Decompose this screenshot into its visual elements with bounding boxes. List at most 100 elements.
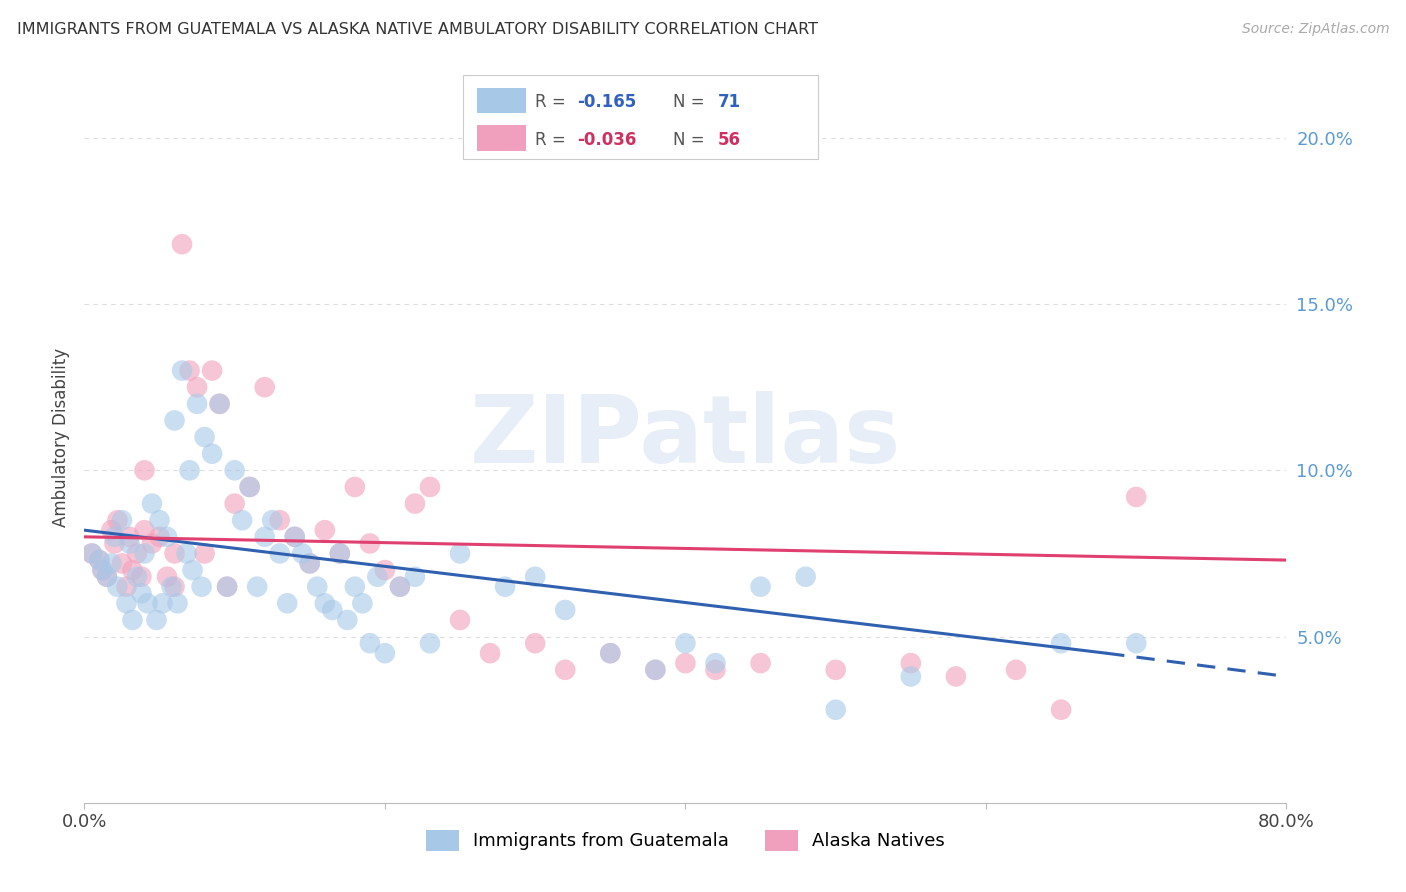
Point bbox=[644, 663, 666, 677]
Point bbox=[1125, 490, 1147, 504]
Point bbox=[134, 463, 156, 477]
Point bbox=[359, 636, 381, 650]
Point bbox=[141, 536, 163, 550]
Text: R =: R = bbox=[536, 131, 571, 149]
Point bbox=[136, 596, 159, 610]
Point bbox=[239, 480, 262, 494]
FancyBboxPatch shape bbox=[478, 126, 526, 151]
Point bbox=[148, 530, 170, 544]
Point bbox=[181, 563, 204, 577]
Point bbox=[599, 646, 621, 660]
Point bbox=[163, 546, 186, 560]
Point bbox=[388, 580, 411, 594]
Point bbox=[194, 546, 217, 560]
Text: 71: 71 bbox=[718, 93, 741, 111]
Point bbox=[103, 536, 125, 550]
Point bbox=[824, 663, 846, 677]
Point bbox=[125, 546, 148, 560]
Point bbox=[201, 447, 224, 461]
Point bbox=[1050, 703, 1073, 717]
Point bbox=[103, 530, 125, 544]
Point bbox=[239, 480, 262, 494]
Point bbox=[388, 580, 411, 594]
Point bbox=[118, 536, 141, 550]
Point bbox=[404, 497, 426, 511]
Text: N =: N = bbox=[673, 93, 710, 111]
Point bbox=[1050, 636, 1073, 650]
Point bbox=[269, 546, 291, 560]
Point bbox=[329, 546, 352, 560]
Point bbox=[100, 523, 122, 537]
Point bbox=[900, 656, 922, 670]
Point bbox=[134, 546, 156, 560]
Point bbox=[749, 580, 772, 594]
Point bbox=[554, 603, 576, 617]
Text: R =: R = bbox=[536, 93, 571, 111]
Point bbox=[224, 497, 246, 511]
Point bbox=[121, 613, 143, 627]
Point bbox=[704, 663, 727, 677]
Point bbox=[170, 363, 193, 377]
Point bbox=[599, 646, 621, 660]
Point bbox=[186, 397, 208, 411]
Point bbox=[141, 497, 163, 511]
Point bbox=[329, 546, 352, 560]
Point bbox=[1005, 663, 1028, 677]
Point bbox=[343, 480, 366, 494]
Point bbox=[111, 557, 134, 571]
Point bbox=[179, 463, 201, 477]
Point bbox=[307, 580, 329, 594]
Point bbox=[900, 669, 922, 683]
Point bbox=[96, 570, 118, 584]
Point bbox=[145, 613, 167, 627]
Legend: Immigrants from Guatemala, Alaska Natives: Immigrants from Guatemala, Alaska Native… bbox=[418, 821, 953, 860]
Point bbox=[276, 596, 298, 610]
Point bbox=[284, 530, 307, 544]
Point bbox=[176, 546, 198, 560]
Point bbox=[262, 513, 284, 527]
Point bbox=[284, 530, 307, 544]
Point bbox=[479, 646, 502, 660]
Point bbox=[152, 596, 174, 610]
Point bbox=[134, 523, 156, 537]
Point bbox=[644, 663, 666, 677]
Point bbox=[91, 563, 114, 577]
Point bbox=[524, 636, 547, 650]
Point bbox=[100, 557, 122, 571]
Text: -0.036: -0.036 bbox=[578, 131, 637, 149]
Point bbox=[186, 380, 208, 394]
Point bbox=[298, 557, 321, 571]
Point bbox=[121, 563, 143, 577]
Point bbox=[208, 397, 231, 411]
Point bbox=[321, 603, 343, 617]
Point bbox=[115, 596, 138, 610]
Point bbox=[1125, 636, 1147, 650]
Point bbox=[96, 570, 118, 584]
Point bbox=[794, 570, 817, 584]
Point bbox=[494, 580, 516, 594]
Point bbox=[118, 530, 141, 544]
Point bbox=[91, 563, 114, 577]
Point bbox=[156, 530, 179, 544]
Point bbox=[131, 586, 153, 600]
Point bbox=[404, 570, 426, 584]
Point bbox=[343, 580, 366, 594]
Point bbox=[125, 570, 148, 584]
Point bbox=[945, 669, 967, 683]
Point bbox=[208, 397, 231, 411]
Point bbox=[194, 430, 217, 444]
Point bbox=[298, 557, 321, 571]
Point bbox=[160, 580, 183, 594]
Text: 56: 56 bbox=[718, 131, 741, 149]
Point bbox=[89, 553, 111, 567]
Point bbox=[352, 596, 374, 610]
Point bbox=[80, 546, 103, 560]
Point bbox=[163, 580, 186, 594]
Point bbox=[179, 363, 201, 377]
Point bbox=[675, 656, 697, 670]
Point bbox=[190, 580, 212, 594]
Point bbox=[366, 570, 388, 584]
Point bbox=[253, 380, 276, 394]
Point bbox=[704, 656, 727, 670]
Point bbox=[314, 523, 336, 537]
